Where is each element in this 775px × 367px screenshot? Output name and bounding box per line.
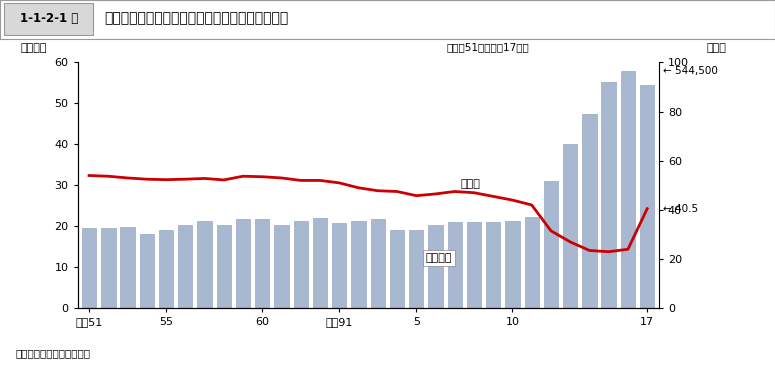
Text: （％）: （％） <box>707 43 727 52</box>
Text: 注　警察庁の統計による。: 注 警察庁の統計による。 <box>16 348 91 358</box>
Bar <box>332 223 346 308</box>
Bar <box>447 222 462 308</box>
Text: 認知件数: 認知件数 <box>426 253 453 263</box>
FancyBboxPatch shape <box>4 3 93 36</box>
Text: 窃盗を除く一般刑法範の認知件数・検挙率の推移: 窃盗を除く一般刑法範の認知件数・検挙率の推移 <box>105 11 289 25</box>
Bar <box>467 222 481 308</box>
Bar <box>601 82 616 308</box>
Bar <box>236 219 250 308</box>
Bar <box>313 218 327 308</box>
Text: （万件）: （万件） <box>21 43 47 52</box>
Text: 検挙率: 検挙率 <box>460 179 480 189</box>
Bar <box>159 230 174 308</box>
Bar <box>216 225 231 308</box>
Bar <box>178 225 192 308</box>
Bar <box>140 234 154 308</box>
Bar <box>274 225 289 308</box>
Bar <box>486 222 501 308</box>
Bar <box>429 225 443 308</box>
Bar <box>640 86 654 308</box>
Text: ← 544,500: ← 544,500 <box>663 66 718 76</box>
Bar <box>198 221 212 308</box>
Bar <box>563 144 577 308</box>
Bar <box>351 221 366 308</box>
Bar <box>582 114 597 308</box>
Bar <box>525 217 539 308</box>
Bar <box>544 181 558 308</box>
Bar <box>370 219 385 308</box>
Bar <box>255 218 270 308</box>
Bar <box>101 228 115 308</box>
Bar <box>505 221 520 308</box>
Bar <box>120 227 135 308</box>
Bar <box>294 221 308 308</box>
Bar <box>82 228 96 308</box>
Text: ← 40.5: ← 40.5 <box>663 204 698 214</box>
Text: （昭和51年～平成17年）: （昭和51年～平成17年） <box>447 42 529 52</box>
Bar <box>621 70 636 308</box>
Text: 1-1-2-1 図: 1-1-2-1 図 <box>19 12 78 25</box>
Bar <box>409 230 423 308</box>
Bar <box>390 230 405 308</box>
